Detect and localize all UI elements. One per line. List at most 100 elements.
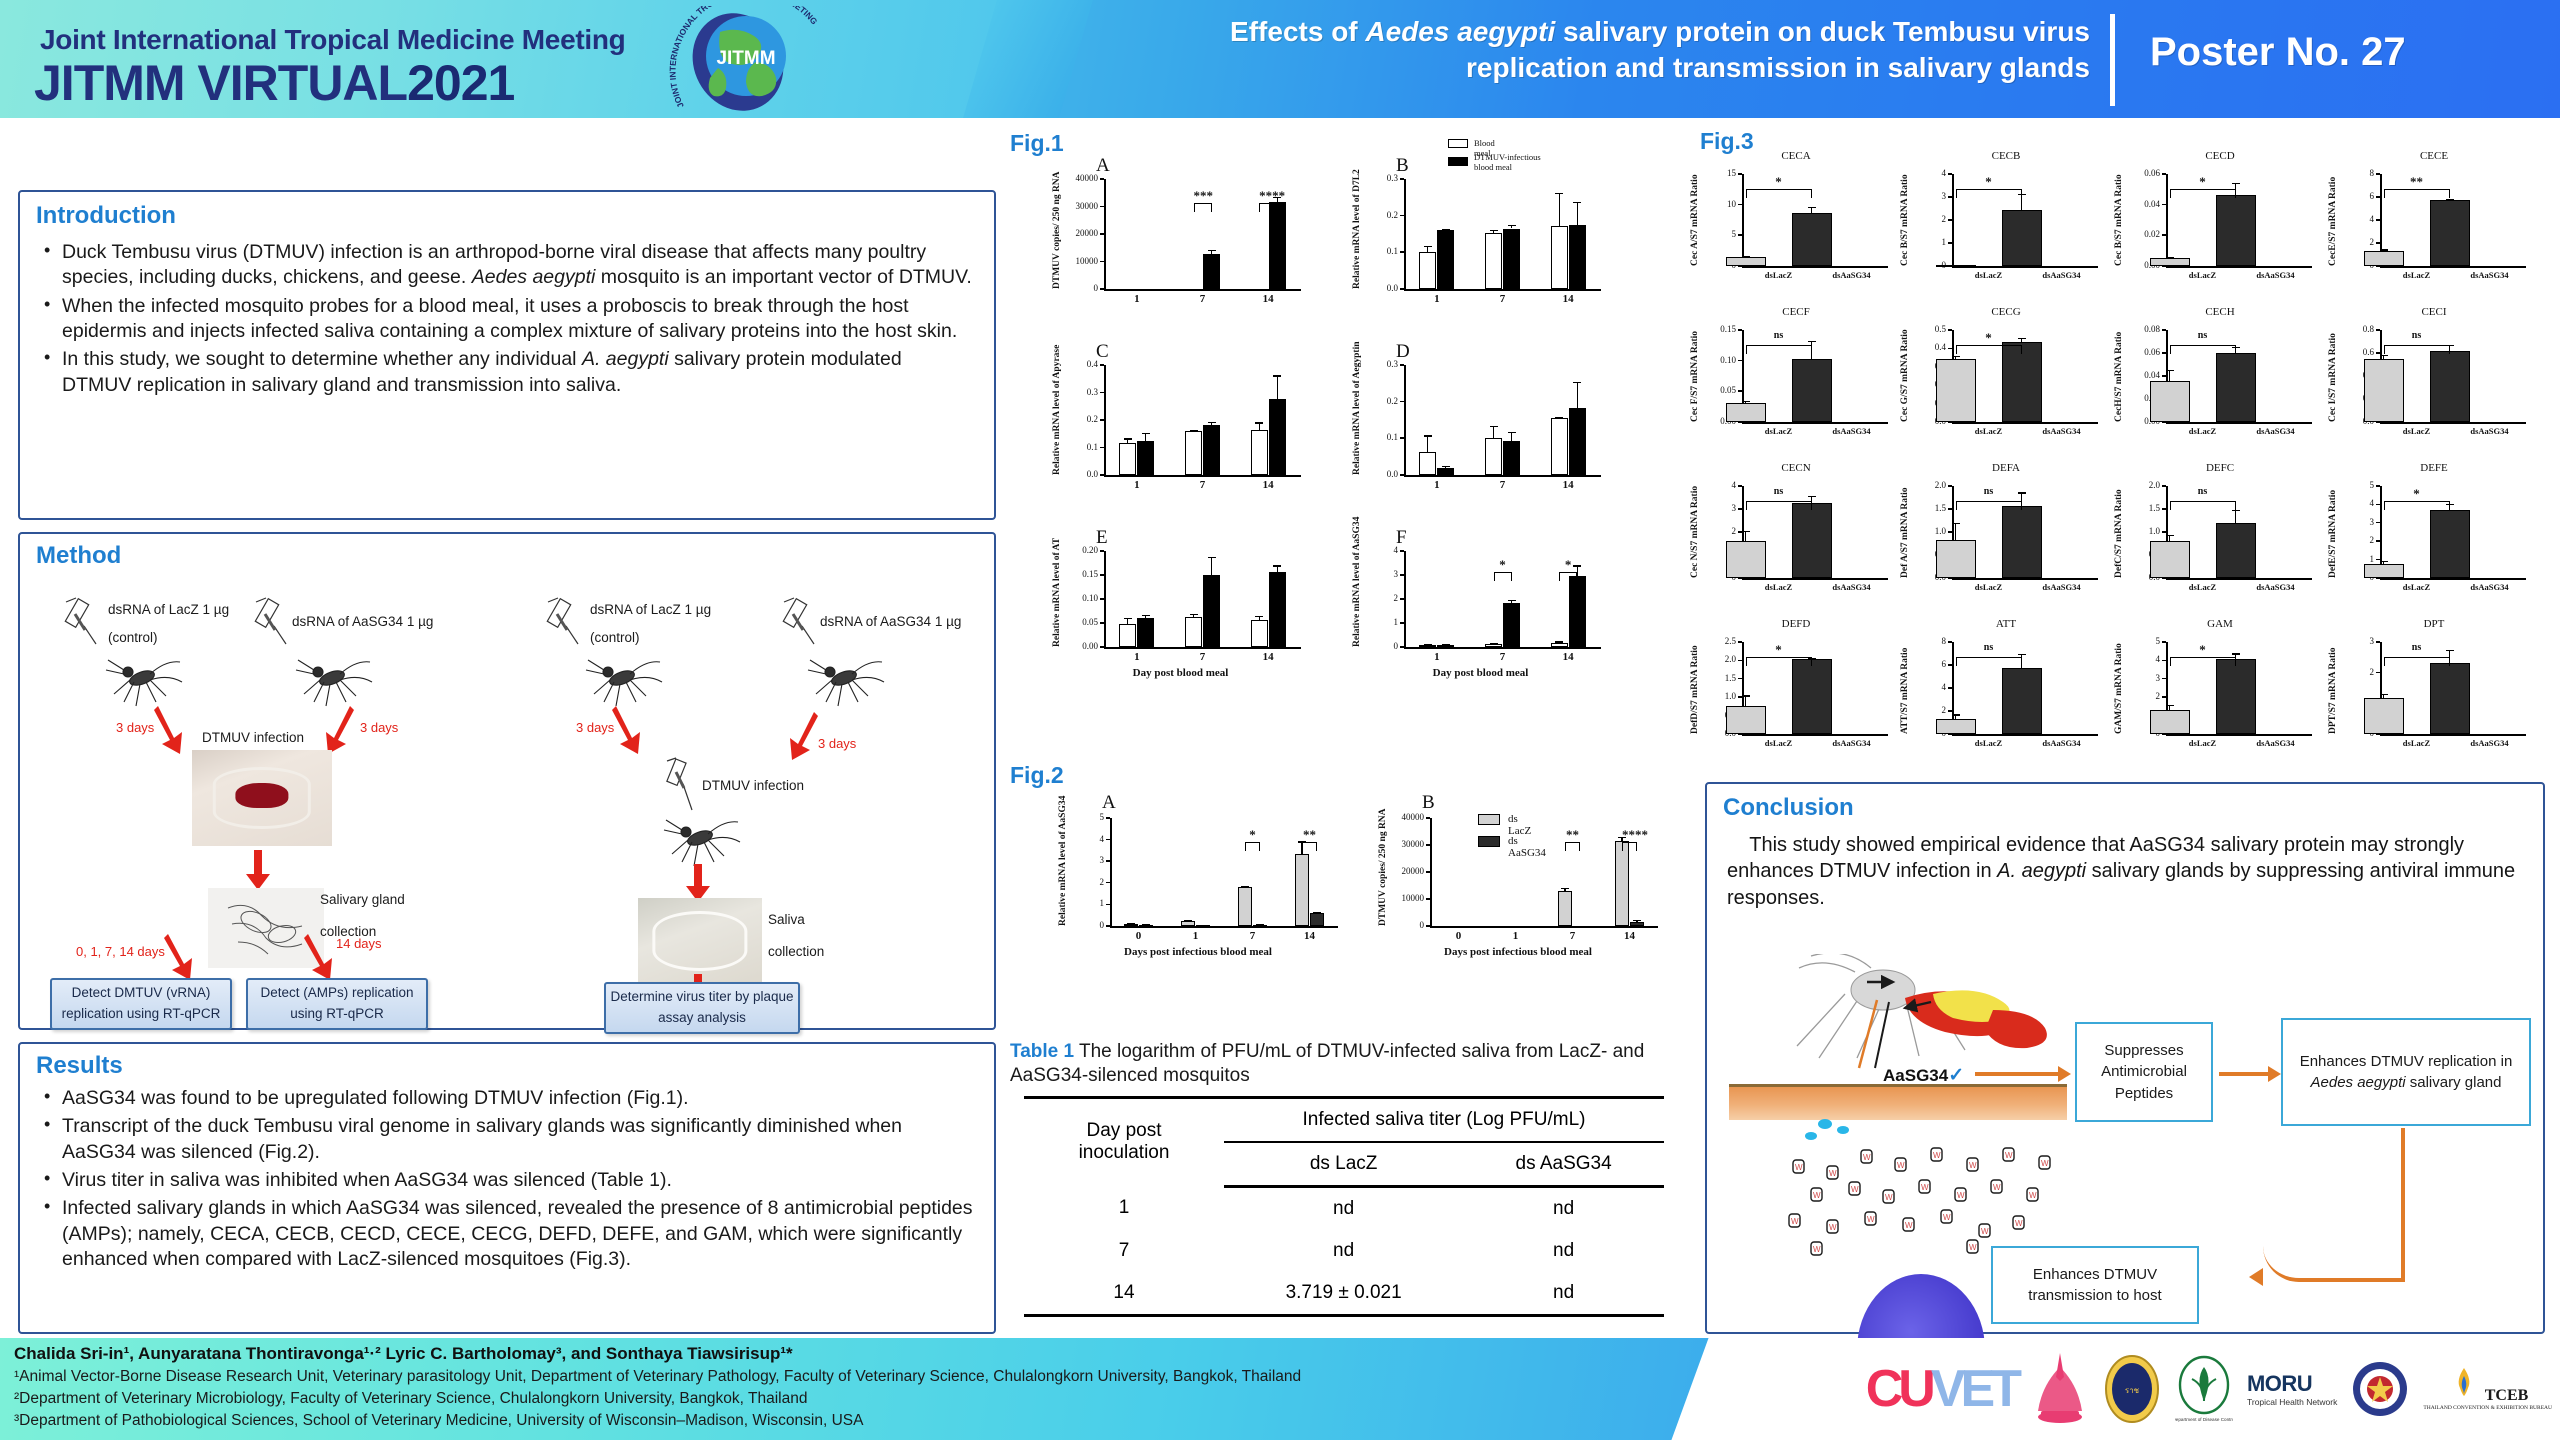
fig3-chart-defa-sig-bracket [1955,500,2022,510]
table1-block: Table 1 The logarithm of PFU/mL of DTMUV… [1010,1040,1690,1317]
fig3-chart-defa-ytick-label: 2.0 [1934,480,1946,490]
arrow-icon-3 [612,706,640,754]
fig3-chart-gam-ytick [2162,641,2166,643]
fig2-chart-a-errorcap [1127,922,1135,924]
fig3-chart-gam-sig-bracket [2169,656,2236,666]
fig3-chart-cecg-category-label: dsAaSG34 [2042,426,2081,436]
fig3-chart-cecb-ytick-label: 1 [1941,237,1947,247]
fig2-chart-a-ytick [1106,860,1110,862]
fig3-chart-att-sig-label: ns [1983,641,1994,653]
fig2-chart-a-category-label: 1 [1192,930,1199,942]
fig1-chart-a-sig-label: *** [1193,188,1214,204]
fig1-chart-b-category-label: 14 [1562,293,1574,305]
fig3-chart-defe-ytick-label: 2 [2369,535,2375,546]
figure2-charts: A 0 1 2 3 4 5 Relative mRNA level of AaSG34 0 1 7 1… [1008,782,1698,1032]
host-skin-surface [1729,1084,2067,1087]
fig1-chart-c-ytick-label: 0.0 [1086,469,1098,479]
svg-text:W: W [1897,1161,1905,1170]
chulalongkorn-emblem-icon [2037,1353,2082,1423]
fig1-chart-c-errorbar [1276,375,1278,400]
fig1-chart-c-bar [1185,431,1202,475]
fig1-chart-e-category-label: 7 [1199,651,1206,663]
fig3-chart-cech-ytick [2162,375,2166,377]
fig2-chart-a: A 0 1 2 3 4 5 Relative mRNA level of AaSG34 0 1 7 1… [1048,792,1348,970]
fig2-chart-b-category-label: 7 [1569,930,1576,942]
check-icon: ✓ [1948,1065,1965,1086]
figure2-legend-swatch-1 [1478,814,1500,825]
fig2-chart-b-ytick-label: 20000 [1401,866,1425,876]
table1-r3-aasg34: nd [1463,1271,1664,1317]
fig3-chart-cecb-ytick [1948,196,1952,198]
svg-text:W: W [1813,1245,1821,1254]
fig3-chart-att-errorcap [2017,654,2026,656]
fig3-chart-cecd-ylabel: Cec B/S7 mRNA Ratio [2114,174,2124,266]
header-left-band [0,0,1030,118]
fig3-chart-cech-bar [2149,380,2190,422]
fig1-chart-e-ytick-label: 0.15 [1082,569,1098,579]
fig3-chart-defe-errorcap [2445,504,2454,506]
fig1-chart-d-errorcap [1573,382,1582,384]
fig1-chart-b-bar [1550,225,1568,289]
fig1-chart-f-ytick-label: 4 [1393,545,1399,555]
fig3-chart-cecb-ytick-label: 4 [1941,168,1947,178]
figure3-label: Fig.3 [1700,128,1754,154]
fig3-chart-cecf-category-label: dsAaSG34 [1832,426,1871,436]
moru-logo-name: MORU [2246,1371,2313,1396]
fig3-chart-cecb-y-axis [1952,174,1954,266]
fig1-chart-f-sig-bracket [1559,572,1578,582]
fig1-chart-e: E 0.00 0.05 0.10 0.15 0.20 Relative mRNA level… [1048,527,1313,687]
fig1-chart-c-bar [1137,440,1155,475]
fig3-chart-cecg-x-axis [1952,422,2098,425]
fig1-chart-d-bar [1550,417,1568,475]
svg-text:W: W [1969,1161,1977,1170]
fig1-chart-f-errorcap [1573,565,1582,567]
fig1-chart-c: C 0.0 0.1 0.2 0.3 0.4 Relative mRNA level of A… [1048,341,1313,501]
footer-affiliation-2: ²Department of Veterinary Microbiology, … [14,1390,808,1407]
fig1-chart-b-errorbar [1427,245,1429,253]
fig3-chart-defa-ytick-label: 1.5 [1934,503,1946,513]
fig3-chart-ceca-ytick [1738,234,1742,237]
fig1-chart-c-errorcap [1255,422,1264,424]
fig3-chart-cecn-ytick-label: 2 [1731,526,1737,536]
fig1-chart-d-ytick [1400,400,1404,403]
method-inject-label-2a: dsRNA of AaSG34 1 µg [292,614,434,629]
fig3-chart-cecf-sig-label: ns [1773,329,1784,341]
fig3-chart-defc-ytick-label: 2.0 [2148,480,2160,490]
table1-r2-day: 7 [1118,1239,1130,1261]
fig3-chart-cece-category-label: dsLacZ [2402,270,2431,280]
fig3-chart-gam-bar [2215,658,2256,734]
fig1-chart-e-bar [1119,624,1137,647]
table-row: 7 nd nd [1024,1230,1664,1272]
footer-logo-area [1780,1338,2560,1440]
fig1-chart-c-bar [1250,429,1268,475]
fig2-chart-a-category-label: 0 [1135,930,1142,942]
fig3-chart-cecg-bar [1935,358,1976,422]
fig1-chart-f-errorcap [1555,641,1564,643]
fig3-chart-ceca-errorcap [1741,256,1750,258]
fig1-chart-e-letter: E [1096,527,1108,548]
fig1-chart-e-bar [1203,574,1220,647]
fig3-chart-cech-bar [2215,353,2256,422]
fig1-chart-a-ytick-label: 10000 [1075,255,1099,266]
fig2-chart-a-bar [1124,923,1138,926]
fig3-chart-cech-ytick [2162,352,2166,354]
svg-text:W: W [1829,1169,1837,1178]
method-inject-label-1b: (control) [108,630,158,645]
arrow-icon-down-1 [246,850,270,890]
fig1-chart-f-bar [1437,645,1455,648]
fig2-chart-b-ylabel: DTMUV copies/ 250 ng RNA [1378,808,1388,926]
fig3-chart-cech-y-axis [2166,330,2168,422]
fig1-chart-d-errorbar [1445,465,1447,469]
fig3-chart-defa-ytick [1948,485,1952,487]
fig1-chart-b-ytick-label: 0.3 [1386,173,1398,183]
tceb-logo-name: TCEB [2484,1387,2529,1405]
svg-text:W: W [1795,1163,1803,1172]
fig2-chart-b-ytick-label: 30000 [1401,839,1425,849]
fig1-chart-d-ytick [1400,437,1404,440]
fig3-chart-defd-errorbar [1744,695,1747,706]
header-divider [2110,14,2115,106]
fig3-chart-cecn-sig-label: ns [1773,485,1784,497]
fig2-chart-b-errorcap [1633,919,1641,921]
